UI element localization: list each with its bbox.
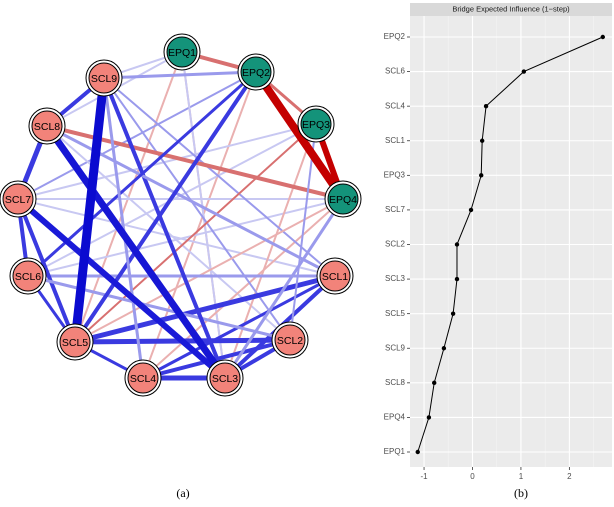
node-label: SCL4 xyxy=(130,373,156,385)
edge xyxy=(73,70,258,344)
point xyxy=(432,380,437,386)
node-label: SCL9 xyxy=(91,73,117,85)
y-tick-label: SCL7 xyxy=(385,205,406,214)
node-label: SCL5 xyxy=(62,337,88,349)
y-tick-label: SCL3 xyxy=(385,274,406,283)
node-label: EPQ2 xyxy=(242,67,270,79)
node-label: SCL3 xyxy=(212,373,238,385)
node xyxy=(240,56,272,88)
edge xyxy=(224,123,317,379)
caption: (b) xyxy=(514,486,528,500)
strip xyxy=(410,3,612,16)
y-tick-label: SCL4 xyxy=(385,101,406,110)
y-tick-label: EPQ2 xyxy=(384,32,406,41)
edge xyxy=(223,197,345,380)
y-tick-label: SCL2 xyxy=(385,240,406,249)
point xyxy=(426,415,432,420)
node xyxy=(88,62,120,94)
edge xyxy=(43,122,229,382)
point xyxy=(483,103,489,109)
point xyxy=(479,173,484,178)
edge xyxy=(26,274,292,342)
edge xyxy=(102,76,227,380)
edge xyxy=(102,76,145,380)
node-label: SCL7 xyxy=(5,194,31,206)
edge xyxy=(103,77,336,277)
point xyxy=(479,138,485,143)
edge xyxy=(74,198,344,343)
point xyxy=(454,276,460,282)
node xyxy=(327,183,359,215)
y-tick-label: EPQ1 xyxy=(384,447,406,456)
edge xyxy=(72,273,338,345)
edge xyxy=(17,123,317,200)
node xyxy=(300,108,332,140)
edge xyxy=(252,68,347,203)
node xyxy=(209,362,241,394)
y-tick-label: EPQ4 xyxy=(384,413,406,422)
point xyxy=(454,242,460,247)
node-label: SCL6 xyxy=(15,271,41,283)
y-tick-label: SCL1 xyxy=(385,136,406,145)
y-tick-label: SCL9 xyxy=(385,343,406,352)
x-tick-label: 0 xyxy=(470,472,475,481)
point xyxy=(468,207,474,213)
x-tick-label: 2 xyxy=(567,472,572,481)
strip-title: Bridge Expected Influence (1−step) xyxy=(452,4,570,13)
node xyxy=(31,110,63,142)
edge xyxy=(16,197,77,344)
node xyxy=(2,183,34,215)
x-tick-label: 1 xyxy=(519,472,524,481)
node xyxy=(12,260,44,292)
node xyxy=(59,326,91,358)
node xyxy=(319,260,351,292)
edge xyxy=(102,70,258,80)
node xyxy=(274,324,306,356)
node-label: SCL8 xyxy=(34,121,60,133)
edge xyxy=(17,71,257,200)
edge xyxy=(70,73,109,347)
point xyxy=(600,34,605,40)
node-label: SCL1 xyxy=(322,271,348,283)
point xyxy=(441,346,447,351)
caption: (a) xyxy=(176,486,189,500)
plot-background xyxy=(410,16,612,467)
node xyxy=(166,36,198,68)
edge xyxy=(142,198,344,379)
node-label: SCL2 xyxy=(277,335,303,347)
point xyxy=(415,449,420,455)
edge xyxy=(74,123,317,343)
edge xyxy=(17,198,336,277)
node-label: EPQ4 xyxy=(329,194,357,206)
y-tick-label: SCL8 xyxy=(385,378,406,387)
point xyxy=(450,311,456,316)
node-label: EPQ1 xyxy=(168,47,196,59)
x-tick-label: -1 xyxy=(420,472,428,481)
point xyxy=(521,69,527,74)
edge xyxy=(15,196,228,381)
y-tick-label: EPQ3 xyxy=(384,170,406,179)
node-label: EPQ3 xyxy=(302,119,330,131)
y-tick-label: SCL6 xyxy=(385,67,406,76)
y-tick-label: SCL5 xyxy=(385,309,406,318)
node xyxy=(127,362,159,394)
